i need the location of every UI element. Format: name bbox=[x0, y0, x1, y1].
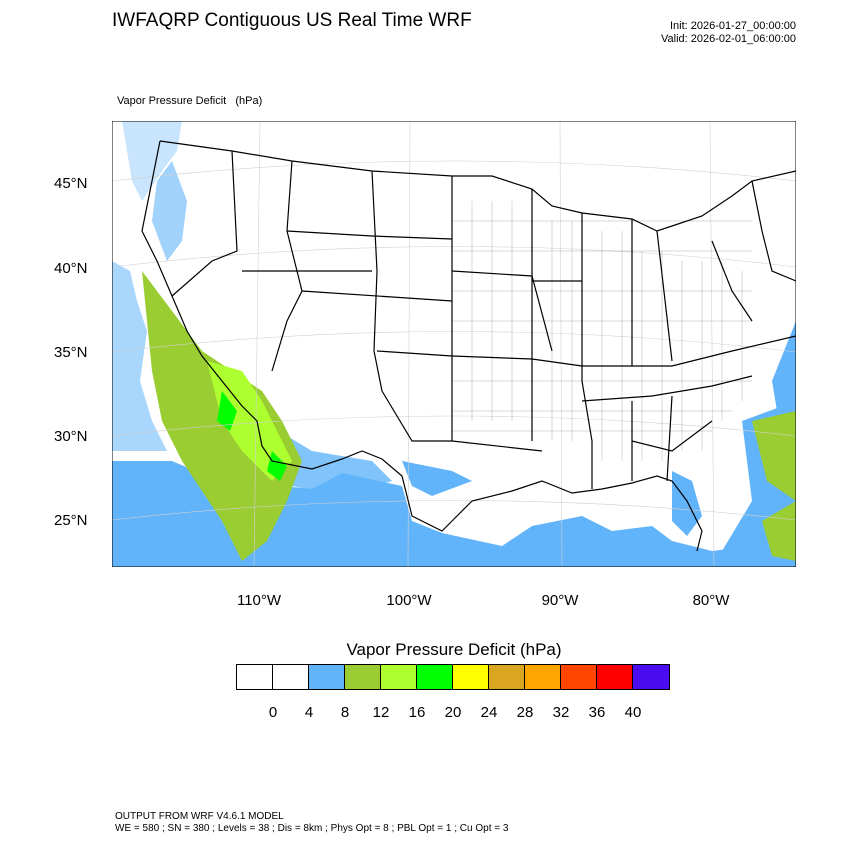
lat-label-45: 45°N bbox=[54, 175, 88, 192]
valid-time: Valid: 2026-02-01_06:00:00 bbox=[661, 33, 796, 45]
legend-tick-label: 40 bbox=[624, 704, 642, 721]
chart-title: IWFAQRP Contiguous US Real Time WRF bbox=[112, 10, 472, 31]
lon-label-100w: 100°W bbox=[386, 592, 432, 609]
init-time: Init: 2026-01-27_00:00:00 bbox=[670, 20, 796, 32]
legend-swatch-5 bbox=[417, 665, 453, 689]
legend-swatch-9 bbox=[561, 665, 597, 689]
lat-label-35: 35°N bbox=[54, 344, 88, 361]
legend-tick-label: 0 bbox=[268, 704, 278, 721]
county-borders bbox=[452, 201, 752, 461]
legend-swatch-6 bbox=[453, 665, 489, 689]
color-legend bbox=[236, 664, 670, 690]
legend-swatch-1 bbox=[273, 665, 309, 689]
model-config: WE = 580 ; SN = 380 ; Levels = 38 ; Dis … bbox=[115, 823, 509, 834]
legend-title: Vapor Pressure Deficit (hPa) bbox=[346, 640, 562, 659]
legend-swatch-10 bbox=[597, 665, 633, 689]
legend-swatch-8 bbox=[525, 665, 561, 689]
vpd-map bbox=[112, 121, 796, 567]
vpd-fill-regions bbox=[112, 121, 796, 567]
graticule bbox=[112, 121, 796, 567]
legend-tick-label: 8 bbox=[340, 704, 350, 721]
legend-tick-label: 16 bbox=[408, 704, 426, 721]
lat-label-30: 30°N bbox=[54, 428, 88, 445]
legend-swatch-3 bbox=[345, 665, 381, 689]
legend-swatch-2 bbox=[309, 665, 345, 689]
legend-tick-label: 12 bbox=[372, 704, 390, 721]
legend-swatch-11 bbox=[633, 665, 669, 689]
lon-label-110w: 110°W bbox=[236, 592, 282, 609]
legend-tick-label: 20 bbox=[444, 704, 462, 721]
lon-label-80w: 80°W bbox=[692, 592, 730, 609]
legend-tick-label: 32 bbox=[552, 704, 570, 721]
legend-tick-label: 36 bbox=[588, 704, 606, 721]
legend-tick-label: 4 bbox=[304, 704, 314, 721]
legend-swatch-0 bbox=[237, 665, 273, 689]
lat-label-40: 40°N bbox=[54, 260, 88, 277]
legend-tick-label: 28 bbox=[516, 704, 534, 721]
legend-tick-label: 24 bbox=[480, 704, 498, 721]
lat-label-25: 25°N bbox=[54, 512, 88, 529]
model-info: OUTPUT FROM WRF V4.6.1 MODEL bbox=[115, 811, 284, 822]
legend-swatch-7 bbox=[489, 665, 525, 689]
field-label: Vapor Pressure Deficit (hPa) bbox=[117, 95, 263, 107]
state-borders bbox=[141, 140, 796, 552]
legend-swatch-4 bbox=[381, 665, 417, 689]
lon-label-90w: 90°W bbox=[541, 592, 579, 609]
